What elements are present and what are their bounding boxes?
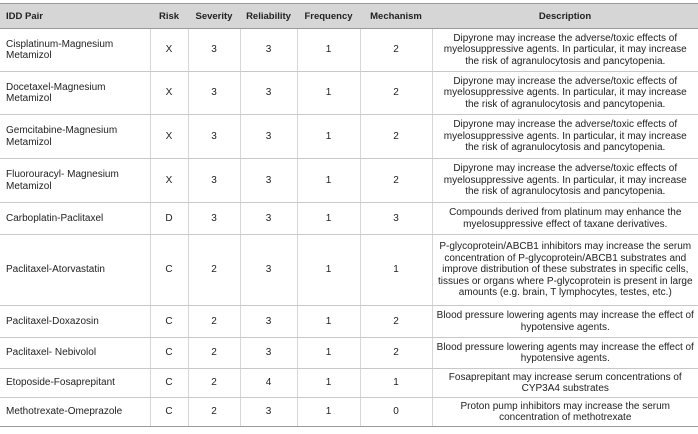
page: IDD Pair Risk Severity Reliability Frequency… [0, 3, 698, 434]
cell: C [149, 305, 188, 338]
column-header: Frequency [297, 3, 360, 29]
table-row: Etoposide-Fosaprepitant C 2 4 1 1 Fosaprepitan… [0, 368, 698, 398]
table-row: Fluorouracyl- Magnesium Metamizol X 3 3 1 2 Di… [0, 158, 698, 203]
cell: 3 [239, 337, 297, 369]
column-header: Description [432, 3, 698, 29]
column-header: Severity [188, 3, 240, 29]
cell: 2 [187, 234, 240, 306]
description: Dipyrone may increase the adverse/toxic … [431, 158, 698, 203]
cell: 2 [187, 397, 240, 427]
drug-pair: Docetaxel-Magnesium Metamizol [0, 71, 150, 115]
cell: 3 [187, 28, 240, 72]
cell: 2 [359, 158, 432, 203]
cell: 2 [187, 368, 240, 398]
cell: 1 [296, 158, 360, 203]
table-row: Cisplatinum-Magnesium Metamizol X 3 3 1 2 Dipy… [0, 28, 698, 72]
column-header: Risk [150, 3, 188, 29]
cell: 2 [359, 28, 432, 72]
table-body: Cisplatinum-Magnesium Metamizol X 3 3 1 2 Dipy… [0, 28, 698, 427]
cell: 1 [296, 397, 360, 427]
table-row: Carboplatin-Paclitaxel D 3 3 1 3 Compounds der… [0, 202, 698, 235]
cell: 2 [359, 114, 432, 159]
table-row: Paclitaxel- Nebivolol C 2 3 1 2 Blood pressure… [0, 337, 698, 369]
cell: 3 [239, 397, 297, 427]
drug-pair: Cisplatinum-Magnesium Metamizol [0, 28, 150, 72]
cell: 1 [296, 368, 360, 398]
cell: 3 [239, 305, 297, 338]
drug-pair: Etoposide-Fosaprepitant [0, 368, 150, 398]
table-row: Methotrexate-Omeprazole C 2 3 1 0 Proton pump … [0, 397, 698, 427]
drug-pair: Paclitaxel-Atorvastatin [0, 234, 150, 306]
drug-pair: Methotrexate-Omeprazole [0, 397, 150, 427]
table-row: Gemcitabine-Magnesium Metamizol X 3 3 1 2 Dipy… [0, 114, 698, 159]
cell: 3 [239, 234, 297, 306]
cell: 3 [187, 71, 240, 115]
cell: 1 [359, 234, 432, 306]
cell: 2 [187, 305, 240, 338]
column-header: Mechanism [360, 3, 432, 29]
cell: X [149, 158, 188, 203]
cell: 0 [359, 397, 432, 427]
cell: C [149, 397, 188, 427]
description: Dipyrone may increase the adverse/toxic … [431, 28, 698, 72]
column-header: Reliability [240, 3, 297, 29]
drug-pair: Gemcitabine-Magnesium Metamizol [0, 114, 150, 159]
cell: X [149, 28, 188, 72]
cell: 1 [296, 305, 360, 338]
drug-pair: Fluorouracyl- Magnesium Metamizol [0, 158, 150, 203]
description: Dipyrone may increase the adverse/toxic … [431, 71, 698, 115]
table-row: Paclitaxel-Doxazosin C 2 3 1 2 Blood pressure … [0, 305, 698, 338]
drug-pair: Paclitaxel-Doxazosin [0, 305, 150, 338]
cell: 3 [187, 202, 240, 235]
description: Proton pump inhibitors may increase the … [431, 397, 698, 427]
cell: 3 [239, 202, 297, 235]
cell: 1 [359, 368, 432, 398]
cell: 2 [359, 305, 432, 338]
cell: 2 [187, 337, 240, 369]
cell: C [149, 368, 188, 398]
cell: X [149, 114, 188, 159]
cell: C [149, 234, 188, 306]
table-row: Docetaxel-Magnesium Metamizol X 3 3 1 2 Dipyro… [0, 71, 698, 115]
cell: 2 [359, 71, 432, 115]
cell: 1 [296, 28, 360, 72]
cell: 1 [296, 114, 360, 159]
cell: 3 [239, 114, 297, 159]
description: P-glycoprotein/ABCB1 inhibitors may incr… [431, 234, 698, 306]
cell: 1 [296, 234, 360, 306]
cell: 1 [296, 337, 360, 369]
cell: 3 [359, 202, 432, 235]
description: Blood pressure lowering agents may incre… [431, 337, 698, 369]
table-row: Paclitaxel-Atorvastatin C 2 3 1 1 P-glycoprote… [0, 234, 698, 306]
cell: X [149, 71, 188, 115]
interaction-table: IDD Pair Risk Severity Reliability Frequency… [0, 3, 698, 427]
cell: 1 [296, 71, 360, 115]
drug-pair: Paclitaxel- Nebivolol [0, 337, 150, 369]
cell: 2 [359, 337, 432, 369]
cell: 4 [239, 368, 297, 398]
drug-pair: Carboplatin-Paclitaxel [0, 202, 150, 235]
cell: 3 [187, 158, 240, 203]
cell: 1 [296, 202, 360, 235]
column-header: IDD Pair [0, 3, 150, 29]
cell: C [149, 337, 188, 369]
cell: D [149, 202, 188, 235]
cell: 3 [239, 71, 297, 115]
header-row: IDD Pair Risk Severity Reliability Frequency… [0, 3, 698, 29]
description: Compounds derived from platinum may enha… [431, 202, 698, 235]
cell: 3 [239, 158, 297, 203]
cell: 3 [187, 114, 240, 159]
description: Dipyrone may increase the adverse/toxic … [431, 114, 698, 159]
cell: 3 [239, 28, 297, 72]
description: Fosaprepitant may increase serum concent… [431, 368, 698, 398]
description: Blood pressure lowering agents may incre… [431, 305, 698, 338]
